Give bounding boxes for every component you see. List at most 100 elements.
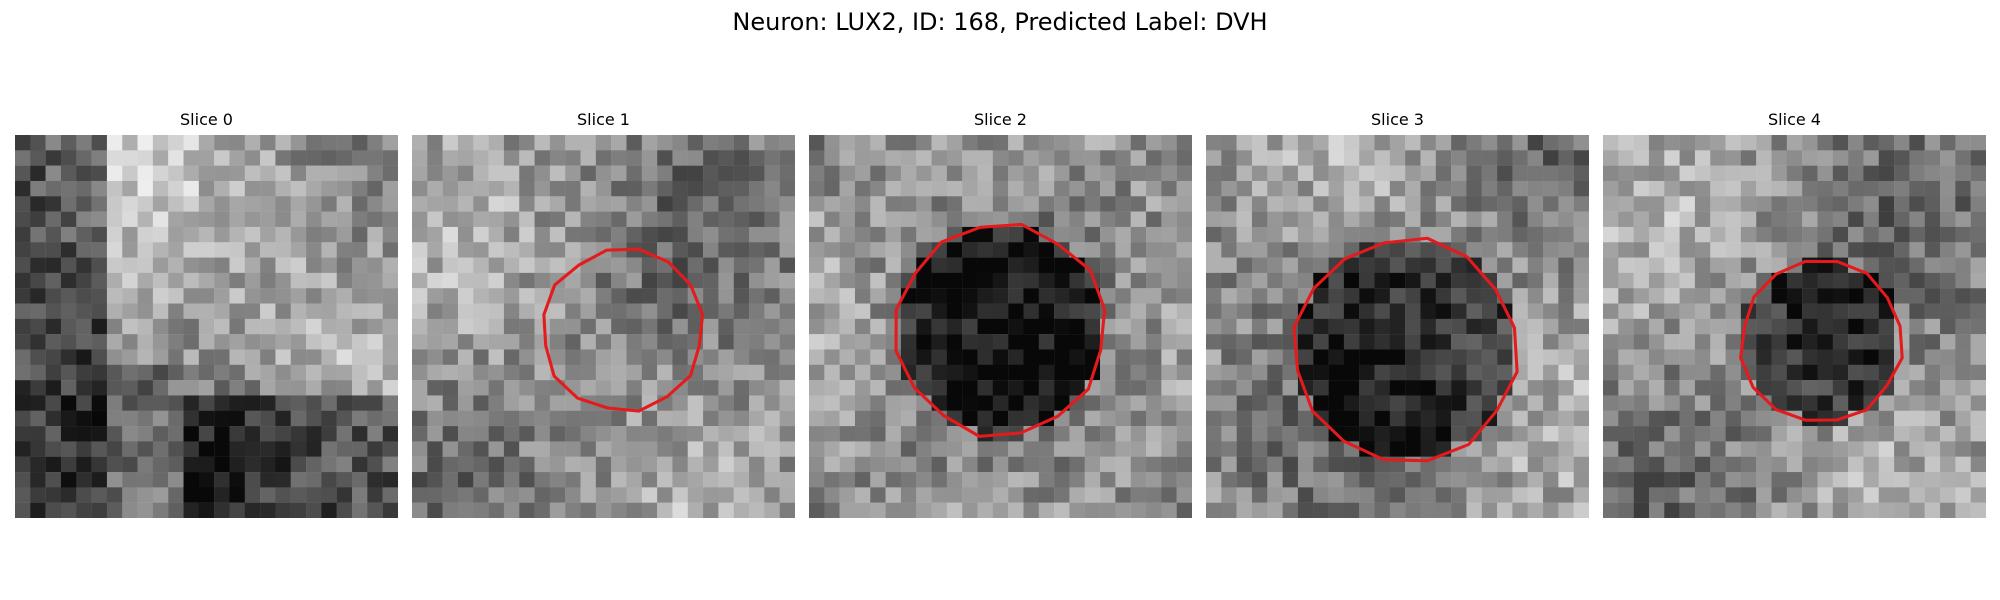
- pixel: [1451, 318, 1467, 335]
- pixel: [1115, 135, 1131, 151]
- pixel: [672, 395, 688, 411]
- pixel: [1008, 318, 1024, 335]
- pixel: [1221, 257, 1237, 274]
- pixel: [1832, 364, 1849, 381]
- pixel: [703, 257, 719, 274]
- pixel: [1481, 242, 1498, 258]
- pixel: [290, 150, 307, 166]
- pixel: [1328, 334, 1345, 350]
- pixel: [1313, 426, 1329, 442]
- pixel: [1894, 211, 1910, 228]
- pixel: [1405, 257, 1421, 274]
- pixel: [977, 288, 994, 304]
- pixel: [1955, 410, 1971, 427]
- pixel: [1527, 380, 1544, 396]
- pixel: [1786, 441, 1803, 457]
- pixel: [229, 318, 245, 335]
- pixel: [91, 456, 108, 473]
- pixel: [30, 196, 46, 212]
- pixel: [1573, 257, 1589, 274]
- pixel: [946, 426, 963, 442]
- pixel: [703, 380, 719, 396]
- pixel: [473, 318, 489, 335]
- pixel: [626, 364, 642, 381]
- pixel: [382, 196, 398, 212]
- pixel: [275, 380, 291, 396]
- pixel: [1664, 487, 1680, 503]
- pixel: [1955, 303, 1971, 320]
- pixel: [1848, 334, 1864, 350]
- pixel: [1054, 472, 1070, 488]
- pixel: [336, 456, 353, 473]
- pixel: [779, 196, 795, 212]
- pixel: [412, 426, 428, 442]
- pixel: [870, 226, 886, 243]
- pixel: [168, 349, 184, 365]
- pixel: [503, 441, 520, 457]
- pixel: [1451, 272, 1467, 289]
- pixel: [916, 242, 932, 258]
- pixel: [1389, 242, 1406, 258]
- pixel: [229, 441, 245, 457]
- pixel: [488, 272, 505, 289]
- pixel: [900, 318, 917, 335]
- pixel: [1115, 349, 1131, 365]
- pixel: [1206, 334, 1222, 350]
- pixel: [1251, 395, 1268, 411]
- pixel: [45, 441, 62, 457]
- pixel: [549, 180, 566, 197]
- pixel: [1648, 441, 1665, 457]
- pixel: [1084, 334, 1101, 350]
- pixel: [152, 272, 169, 289]
- pixel: [595, 318, 612, 335]
- pixel: [1710, 364, 1726, 381]
- pixel: [1832, 150, 1849, 166]
- pixel: [1924, 349, 1941, 365]
- pixel: [198, 135, 215, 151]
- pixel: [1924, 502, 1941, 518]
- pixel: [1710, 211, 1726, 228]
- pixel: [1359, 395, 1375, 411]
- pixel: [457, 288, 474, 304]
- pixel: [60, 196, 77, 212]
- pixel: [626, 456, 642, 473]
- pixel: [106, 472, 123, 488]
- pixel: [45, 364, 62, 381]
- pixel: [442, 242, 459, 258]
- pixel: [839, 318, 856, 335]
- pixel: [580, 165, 597, 182]
- pixel: [839, 211, 856, 228]
- pixel: [900, 303, 917, 320]
- pixel: [60, 257, 77, 274]
- pixel: [749, 395, 765, 411]
- pixel: [1497, 318, 1513, 335]
- pixel: [916, 288, 932, 304]
- pixel: [412, 441, 428, 457]
- pixel: [1802, 472, 1818, 488]
- pixel: [931, 211, 948, 228]
- pixel: [1084, 257, 1101, 274]
- pixel: [931, 242, 948, 258]
- pixel: [15, 410, 31, 427]
- pixel: [306, 502, 322, 518]
- pixel: [336, 226, 353, 243]
- pixel: [1115, 441, 1131, 457]
- pixel: [519, 410, 535, 427]
- pixel: [1435, 472, 1452, 488]
- pixel: [1466, 242, 1482, 258]
- pixel: [1878, 456, 1895, 473]
- pixel: [306, 441, 322, 457]
- pixel: [1054, 180, 1070, 197]
- pixel: [260, 334, 276, 350]
- pixel: [1832, 180, 1849, 197]
- pixel: [977, 456, 994, 473]
- pixel: [779, 165, 795, 182]
- pixel: [1909, 456, 1925, 473]
- pixel: [76, 364, 92, 381]
- pixel: [1527, 242, 1544, 258]
- pixel: [244, 502, 261, 518]
- pixel: [1161, 472, 1177, 488]
- pixel: [1130, 211, 1147, 228]
- pixel: [352, 242, 368, 258]
- pixel: [352, 349, 368, 365]
